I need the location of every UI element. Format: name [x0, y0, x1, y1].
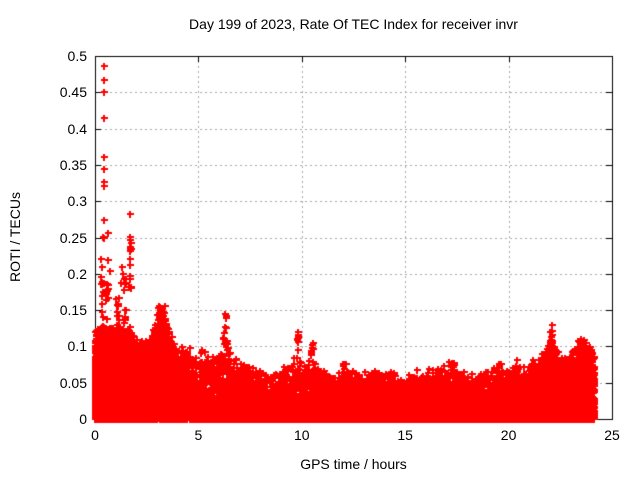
y-tick-label: 0.4: [67, 120, 87, 137]
x-tick-label: 25: [604, 427, 620, 443]
x-tick-label: 5: [194, 427, 203, 443]
x-tick-label: 20: [500, 427, 517, 443]
y-tick-label: 0.25: [59, 229, 87, 246]
y-tick-label: 0.1: [67, 338, 87, 355]
y-axis-label: ROTI / TECUs: [7, 192, 23, 282]
y-tick-label: 0.3: [67, 193, 87, 210]
y-tick-label: 0.5: [67, 48, 87, 64]
y-tick-label: 0.2: [67, 265, 87, 282]
y-tick-label: 0.05: [59, 374, 87, 391]
y-tick-label: 0.15: [59, 302, 87, 319]
y-tick-label: 0: [79, 411, 87, 427]
x-tick-label: 15: [397, 427, 413, 443]
y-tick-label: 0.45: [59, 84, 87, 101]
y-tick-label: 0.35: [59, 156, 87, 173]
x-tick-label: 10: [294, 427, 310, 443]
chart-title: Day 199 of 2023, Rate Of TEC Index for r…: [189, 16, 518, 32]
x-axis-label: GPS time / hours: [300, 456, 407, 472]
x-tick-label: 0: [91, 427, 99, 443]
